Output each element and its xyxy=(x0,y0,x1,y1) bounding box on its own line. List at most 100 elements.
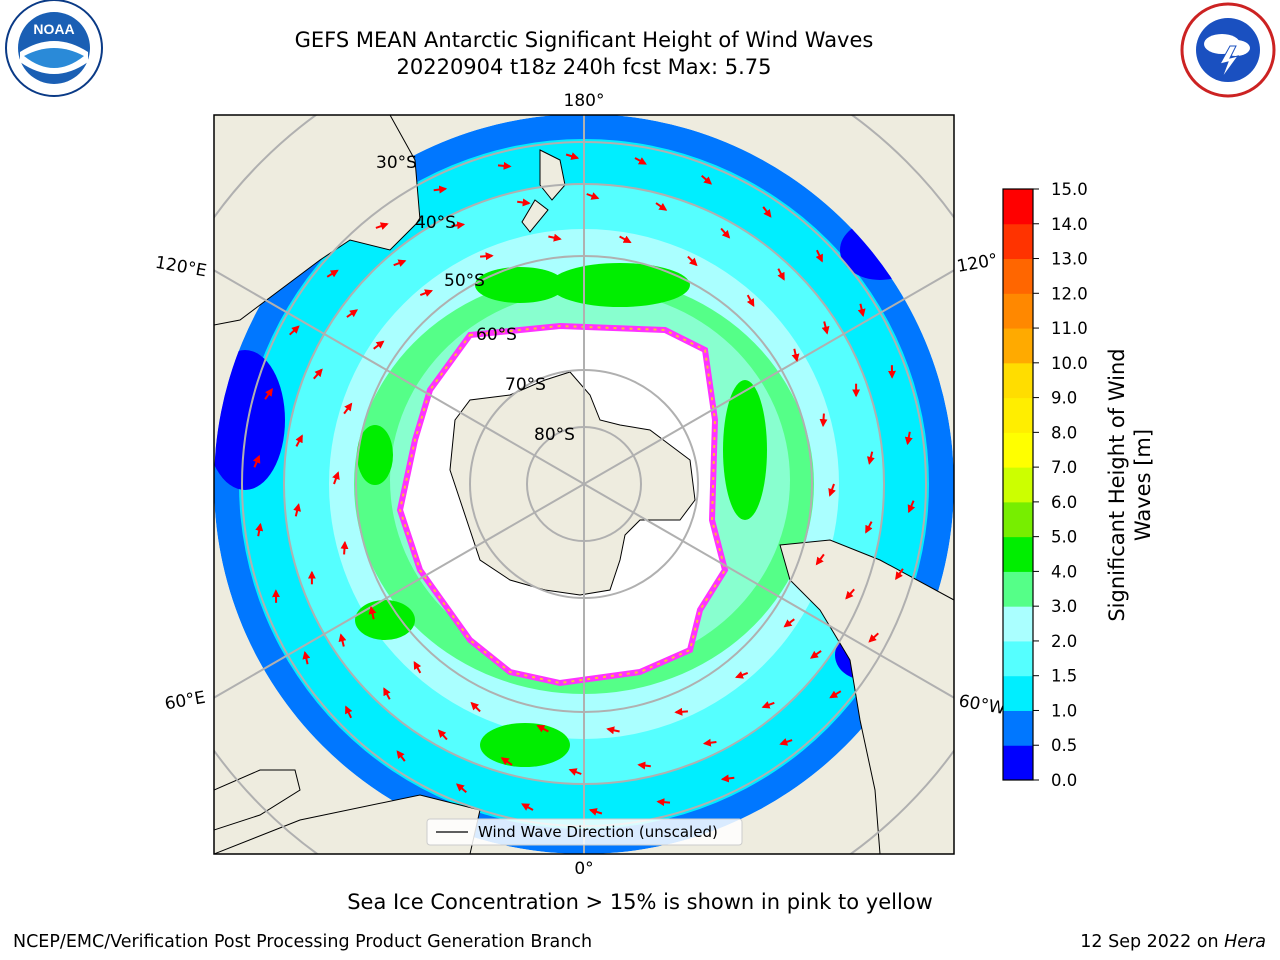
colorbar-tick-label: 8.0 xyxy=(1051,423,1077,442)
lon-label-120e: 120°E xyxy=(154,253,208,282)
colorbar-segment xyxy=(1003,536,1033,572)
colorbar-segment xyxy=(1003,501,1033,538)
wind-wave-arrow xyxy=(289,325,300,336)
footer-host: Hera xyxy=(1224,932,1266,952)
lat-label-80s: 80°S xyxy=(534,425,575,445)
wind-wave-arrow xyxy=(867,451,875,465)
chart-subtitle: 20220904 t18z 240h fcst Max: 5.75 xyxy=(396,55,772,79)
lat-label-30s: 30°S xyxy=(376,153,417,173)
footer-date: 12 Sep 2022 on Hera xyxy=(1080,932,1266,952)
wind-wave-arrow xyxy=(343,402,353,415)
wind-wave-arrow xyxy=(568,768,582,776)
wind-wave-arrow xyxy=(295,434,303,447)
wind-wave-arrow xyxy=(815,553,825,566)
wind-wave-arrow xyxy=(809,650,822,659)
map-legend: Wind Wave Direction (unscaled) xyxy=(426,818,743,846)
colorbar-tick-label: 1.5 xyxy=(1051,667,1077,686)
noaa-logo: NOAA xyxy=(5,0,103,97)
wind-wave-arrow xyxy=(777,268,785,281)
wind-wave-arrow xyxy=(656,798,671,807)
wind-wave-arrow xyxy=(904,431,913,446)
colorbar-tick-label: 12.0 xyxy=(1051,284,1088,303)
wind-wave-arrow xyxy=(252,454,261,468)
wind-wave-arrow xyxy=(779,738,793,746)
colorbar-tick-label: 6.0 xyxy=(1051,493,1077,512)
new-zealand-landmass xyxy=(521,149,566,233)
wind-wave-arrow xyxy=(702,738,717,747)
wind-wave-arrow xyxy=(500,757,513,766)
wind-wave-arrow xyxy=(619,235,632,244)
colorbar-label-line2: Waves [m] xyxy=(1131,429,1155,541)
wind-wave-arrow xyxy=(674,707,688,716)
colorbar-segment xyxy=(1003,432,1033,468)
wind-wave-arrow xyxy=(326,269,339,278)
colorbar-segment xyxy=(1003,189,1033,225)
colorbar-tick-label: 14.0 xyxy=(1051,215,1088,234)
wind-wave-arrow xyxy=(375,222,389,230)
wind-wave-arrow xyxy=(746,294,755,308)
wind-wave-arrow xyxy=(264,387,273,400)
lon-label-120w: 120° xyxy=(955,250,999,277)
legend-label: Wind Wave Direction (unscaled) xyxy=(478,823,718,841)
antarctica-landmass xyxy=(449,371,696,596)
wind-wave-arrow xyxy=(293,503,301,517)
wind-wave-arrow xyxy=(720,227,731,239)
wind-wave-arrow xyxy=(338,633,347,647)
wind-wave-arrow xyxy=(783,618,795,628)
wind-wave-arrow xyxy=(255,522,264,537)
wind-wave-arrow xyxy=(868,632,879,643)
wind-wave-arrow xyxy=(393,259,407,267)
wind-wave-arrow xyxy=(497,161,512,170)
wind-wave-arrow xyxy=(845,588,855,600)
colorbar-tick-label: 4.0 xyxy=(1051,562,1077,581)
wind-wave-arrow xyxy=(517,198,531,207)
wind-wave-arrow xyxy=(655,202,668,211)
wind-wave-arrow xyxy=(480,252,494,261)
lon-label-60e: 60°E xyxy=(163,688,207,715)
australia-landmass xyxy=(214,115,421,326)
wind-wave-arrow xyxy=(829,690,842,699)
colorbar-segment xyxy=(1003,640,1033,677)
map-frame xyxy=(213,114,955,855)
wind-wave-arrow xyxy=(637,761,651,770)
lat-label-70s: 70°S xyxy=(505,375,546,395)
sea-ice-note: Sea Ice Concentration > 15% is shown in … xyxy=(347,890,933,914)
south-america-landmass xyxy=(779,539,954,854)
wind-wave-arrows xyxy=(252,152,916,816)
colorbar-segment xyxy=(1003,293,1033,329)
lon-label-0: 0° xyxy=(574,859,593,879)
noaa-logo-text: NOAA xyxy=(33,21,74,37)
wind-wave-arrow xyxy=(565,152,580,160)
wind-wave-arrow xyxy=(865,521,873,534)
wind-wave-arrow xyxy=(895,568,904,581)
colorbar-segment xyxy=(1003,362,1033,399)
wind-wave-arrow xyxy=(521,803,534,811)
wind-wave-arrow xyxy=(720,774,735,783)
wind-wave-arrow xyxy=(828,483,836,497)
lon-label-60w: 60°W xyxy=(957,691,1007,719)
wind-wave-arrow xyxy=(455,783,467,794)
colorbar-tick-label: 0.0 xyxy=(1051,771,1077,790)
colorbar-tick-label: 13.0 xyxy=(1051,250,1088,269)
wind-wave-arrow xyxy=(735,671,749,679)
colorbar-segment xyxy=(1003,258,1033,294)
wind-wave-arrow xyxy=(413,660,422,674)
wind-wave-arrow xyxy=(761,701,775,709)
colorbar-tick-label: 1.0 xyxy=(1051,701,1077,720)
colorbar-segment xyxy=(1003,397,1033,433)
wind-wave-arrow xyxy=(606,726,620,735)
colorbar-tick-label: 5.0 xyxy=(1051,528,1077,547)
wind-wave-arrow xyxy=(302,650,311,665)
colorbar-tick-label: 15.0 xyxy=(1051,180,1088,199)
africa-landmass xyxy=(214,769,481,854)
wind-wave-arrow xyxy=(340,540,349,555)
colorbar-tick-label: 2.0 xyxy=(1051,632,1077,651)
colorbar-tick-label: 9.0 xyxy=(1051,389,1077,408)
wind-wave-arrow xyxy=(586,192,600,200)
lat-label-40s: 40°S xyxy=(415,213,456,233)
footer-date-text: 12 Sep 2022 on xyxy=(1080,932,1225,952)
colorbar-segment xyxy=(1003,606,1033,642)
wind-wave-arrow xyxy=(634,157,647,165)
wind-wave-arrow xyxy=(383,687,391,700)
